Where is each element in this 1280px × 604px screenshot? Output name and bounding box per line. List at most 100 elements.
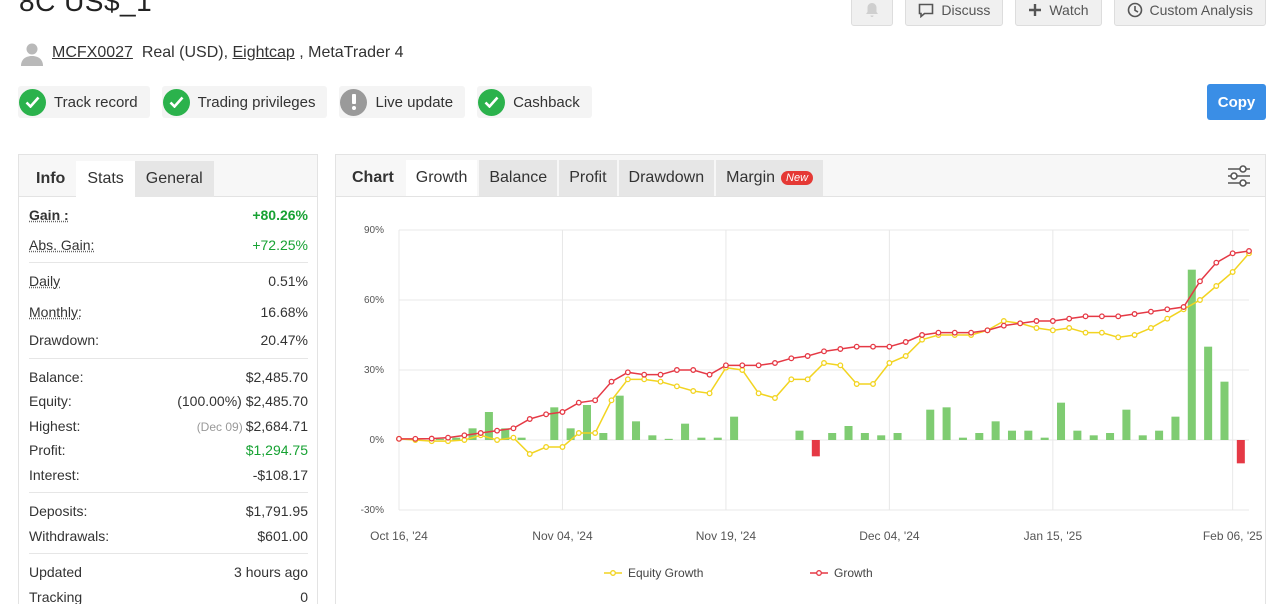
growth-point[interactable]	[690, 367, 697, 373]
growth-point[interactable]	[706, 371, 713, 378]
equity-growth-point[interactable]	[1098, 329, 1105, 336]
equity-growth-point[interactable]	[1066, 325, 1073, 331]
growth-point[interactable]	[935, 329, 942, 336]
growth-point[interactable]	[984, 327, 991, 334]
growth-chart[interactable]: -30% 0% 30% 60% 90% Oct 16, '24 Nov 04, '24 Nov…	[336, 155, 1267, 604]
tab-drawdown[interactable]: Drawdown	[618, 160, 715, 196]
equity-growth-point[interactable]	[755, 390, 762, 397]
growth-point[interactable]	[853, 343, 860, 350]
growth-point[interactable]	[1017, 320, 1024, 327]
equity-growth-point[interactable]	[510, 434, 517, 441]
tab-stats[interactable]: Stats	[76, 161, 135, 197]
growth-point[interactable]	[722, 362, 729, 369]
growth-point[interactable]	[461, 432, 468, 439]
equity-growth-point[interactable]	[592, 430, 599, 436]
equity-growth-point[interactable]	[739, 367, 746, 373]
growth-point[interactable]	[543, 411, 550, 418]
badge-cashback[interactable]: Cashback	[477, 86, 592, 118]
tab-margin[interactable]: Margin New	[716, 160, 824, 196]
watch-bell-button[interactable]	[851, 0, 894, 26]
broker-link[interactable]: Eightcap	[232, 44, 295, 61]
growth-point[interactable]	[788, 355, 795, 362]
equity-growth-point[interactable]	[461, 437, 468, 443]
daily-label[interactable]: Daily	[29, 273, 61, 290]
copy-button[interactable]: Copy	[1207, 84, 1266, 120]
growth-point[interactable]	[1098, 313, 1105, 320]
legend-item-equity-growth[interactable]: Equity Growth	[604, 566, 703, 580]
growth-point[interactable]	[804, 353, 811, 359]
equity-growth-point[interactable]	[1147, 325, 1154, 331]
growth-point[interactable]	[1147, 308, 1154, 315]
equity-growth-point[interactable]	[1197, 297, 1203, 303]
equity-growth-point[interactable]	[1164, 315, 1171, 322]
growth-point[interactable]	[1131, 311, 1138, 317]
growth-point[interactable]	[902, 339, 909, 345]
growth-point[interactable]	[951, 329, 958, 336]
monthly-label[interactable]: Monthly:	[29, 303, 82, 320]
equity-growth-point[interactable]	[543, 444, 550, 450]
growth-point[interactable]	[1000, 322, 1007, 329]
growth-point[interactable]	[837, 346, 844, 352]
growth-point[interactable]	[592, 397, 599, 404]
equity-growth-point[interactable]	[1082, 329, 1089, 336]
chart-settings-icon[interactable]	[1227, 165, 1251, 187]
equity-growth-point[interactable]	[657, 378, 664, 385]
growth-point[interactable]	[412, 435, 419, 442]
equity-growth-point[interactable]	[788, 376, 795, 383]
tab-balance[interactable]: Balance	[479, 160, 558, 196]
growth-point[interactable]	[772, 360, 778, 366]
badge-trading-privileges[interactable]: Trading privileges	[161, 86, 328, 118]
equity-growth-point[interactable]	[853, 381, 860, 387]
equity-growth-point[interactable]	[526, 451, 533, 457]
growth-point[interactable]	[428, 435, 435, 442]
growth-point[interactable]	[445, 434, 451, 441]
growth-point[interactable]	[494, 427, 501, 434]
growth-point[interactable]	[919, 332, 926, 338]
tab-chart[interactable]: Chart	[352, 169, 394, 186]
growth-point[interactable]	[624, 369, 631, 376]
watch-button[interactable]: Watch	[1015, 0, 1102, 26]
growth-point[interactable]	[510, 425, 517, 432]
badge-live-update[interactable]: Live update	[339, 86, 466, 118]
gain-label[interactable]: Gain :	[29, 207, 69, 224]
growth-point[interactable]	[559, 409, 566, 415]
equity-growth-point[interactable]	[772, 395, 778, 401]
equity-growth-point[interactable]	[641, 376, 648, 383]
custom-analysis-button[interactable]: Custom Analysis	[1113, 0, 1266, 26]
equity-growth-point[interactable]	[837, 362, 844, 369]
growth-point[interactable]	[641, 371, 648, 378]
equity-growth-point[interactable]	[673, 383, 680, 390]
growth-point[interactable]	[1033, 318, 1040, 324]
equity-growth-point[interactable]	[1000, 318, 1007, 324]
growth-point[interactable]	[870, 343, 876, 350]
equity-growth-point[interactable]	[821, 360, 827, 366]
equity-growth-point[interactable]	[902, 353, 909, 359]
growth-point[interactable]	[1082, 313, 1089, 320]
growth-point[interactable]	[657, 371, 664, 378]
equity-growth-point[interactable]	[575, 430, 582, 436]
growth-point[interactable]	[1180, 304, 1187, 310]
growth-point[interactable]	[1164, 306, 1171, 313]
equity-growth-point[interactable]	[886, 360, 893, 366]
equity-growth-point[interactable]	[919, 336, 926, 343]
legend-item-growth[interactable]: Growth	[810, 566, 873, 580]
growth-point[interactable]	[396, 435, 402, 442]
growth-point[interactable]	[1115, 313, 1122, 320]
growth-point[interactable]	[739, 362, 746, 369]
equity-growth-point[interactable]	[559, 444, 566, 450]
growth-point[interactable]	[608, 378, 615, 385]
growth-point[interactable]	[526, 416, 533, 422]
equity-growth-point[interactable]	[1033, 325, 1040, 331]
equity-growth-point[interactable]	[1131, 332, 1138, 338]
growth-point[interactable]	[821, 348, 827, 355]
username-link[interactable]: MCFX0027	[52, 44, 133, 61]
growth-point[interactable]	[575, 399, 582, 406]
growth-point[interactable]	[1197, 278, 1203, 285]
growth-point[interactable]	[1246, 248, 1252, 254]
equity-growth-point[interactable]	[1229, 269, 1236, 275]
growth-point[interactable]	[1229, 250, 1236, 257]
equity-growth-point[interactable]	[690, 388, 697, 394]
discuss-button[interactable]: Discuss	[905, 0, 1004, 26]
growth-point[interactable]	[968, 329, 975, 336]
equity-growth-point[interactable]	[1115, 334, 1122, 341]
